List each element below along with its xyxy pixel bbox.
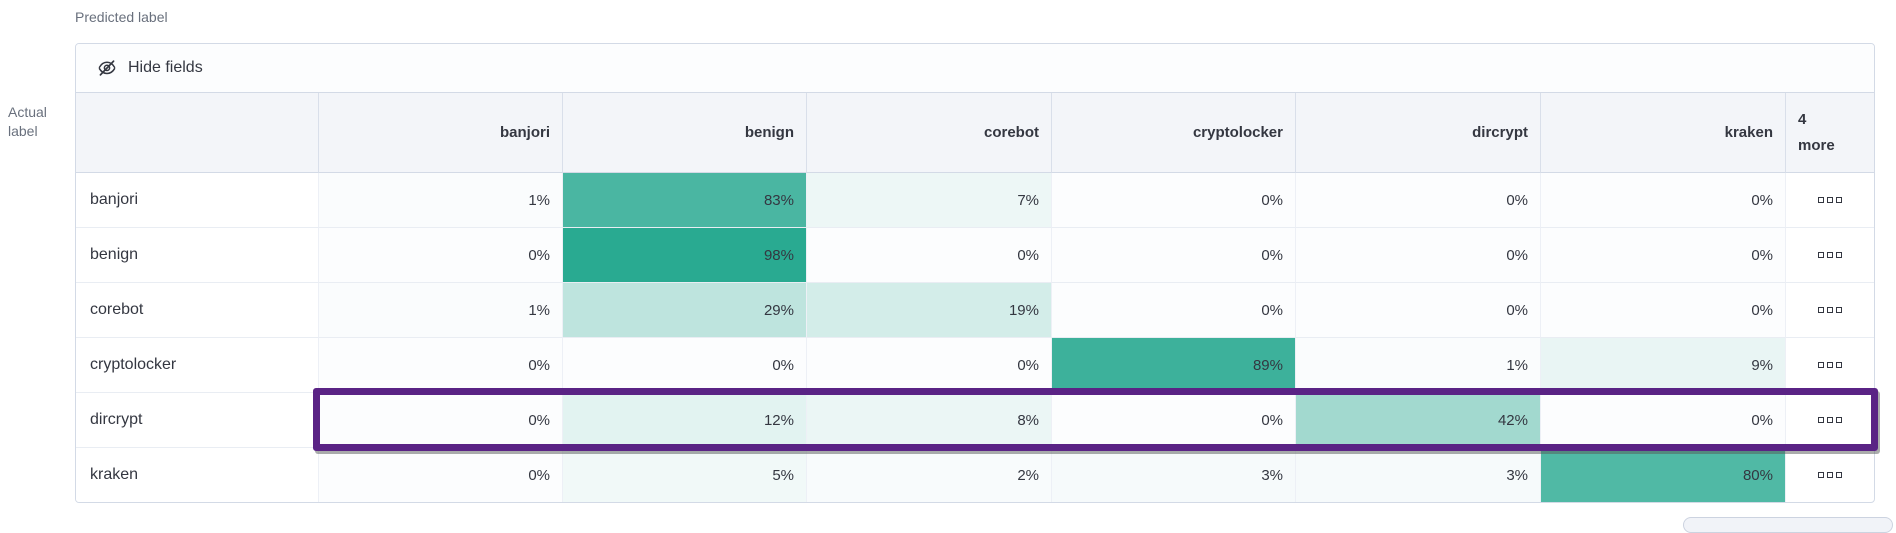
boxes-horizontal-icon — [1818, 197, 1824, 203]
actual-axis-label-line1: Actual — [8, 104, 47, 120]
matrix-cell-benign-dircrypt: 0% — [1296, 228, 1541, 283]
boxes-horizontal-icon — [1836, 417, 1842, 423]
matrix-cell-benign-corebot: 0% — [807, 228, 1052, 283]
row-label-banjori: banjori — [76, 173, 319, 228]
matrix-cell-cryptolocker-benign: 0% — [563, 338, 807, 393]
boxes-horizontal-icon — [1836, 472, 1842, 478]
matrix-cell-cryptolocker-banjori: 0% — [319, 338, 563, 393]
eye-closed-icon — [96, 57, 118, 79]
matrix-cell-cryptolocker-dircrypt: 1% — [1296, 338, 1541, 393]
boxes-horizontal-icon — [1818, 472, 1824, 478]
matrix-cell-banjori-banjori: 1% — [319, 173, 563, 228]
matrix-cell-corebot-cryptolocker: 0% — [1052, 283, 1296, 338]
boxes-horizontal-icon — [1836, 362, 1842, 368]
matrix-cell-cryptolocker-cryptolocker: 89% — [1052, 338, 1296, 393]
matrix-cell-corebot-benign: 29% — [563, 283, 807, 338]
matrix-cell-corebot-dircrypt: 0% — [1296, 283, 1541, 338]
boxes-horizontal-icon — [1827, 252, 1833, 258]
matrix-cell-banjori-cryptolocker: 0% — [1052, 173, 1296, 228]
row-more-columns-button[interactable] — [1786, 393, 1874, 448]
column-header-benign[interactable]: benign — [563, 93, 807, 173]
horizontal-scrollbar[interactable] — [1683, 517, 1893, 533]
matrix-cell-cryptolocker-kraken: 9% — [1541, 338, 1786, 393]
boxes-horizontal-icon — [1818, 252, 1824, 258]
row-more-columns-button[interactable] — [1786, 338, 1874, 393]
row-more-columns-button[interactable] — [1786, 228, 1874, 283]
matrix-cell-banjori-corebot: 7% — [807, 173, 1052, 228]
matrix-cell-corebot-kraken: 0% — [1541, 283, 1786, 338]
matrix-cell-corebot-banjori: 1% — [319, 283, 563, 338]
matrix-cell-dircrypt-banjori: 0% — [319, 393, 563, 448]
matrix-cell-dircrypt-cryptolocker: 0% — [1052, 393, 1296, 448]
matrix-cell-benign-kraken: 0% — [1541, 228, 1786, 283]
matrix-cell-benign-banjori: 0% — [319, 228, 563, 283]
matrix-cell-kraken-corebot: 2% — [807, 448, 1052, 502]
matrix-cell-kraken-kraken: 80% — [1541, 448, 1786, 502]
column-header-dircrypt[interactable]: dircrypt — [1296, 93, 1541, 173]
matrix-cell-dircrypt-kraken: 0% — [1541, 393, 1786, 448]
hide-fields-label: Hide fields — [128, 59, 203, 76]
row-label-cryptolocker: cryptolocker — [76, 338, 319, 393]
column-header-kraken[interactable]: kraken — [1541, 93, 1786, 173]
matrix-cell-banjori-dircrypt: 0% — [1296, 173, 1541, 228]
matrix-cell-cryptolocker-corebot: 0% — [807, 338, 1052, 393]
actual-axis-label-line2: label — [8, 123, 38, 139]
boxes-horizontal-icon — [1818, 362, 1824, 368]
boxes-horizontal-icon — [1827, 197, 1833, 203]
matrix-cell-banjori-kraken: 0% — [1541, 173, 1786, 228]
column-header-corebot[interactable]: corebot — [807, 93, 1052, 173]
corner-header-cell — [76, 93, 319, 173]
boxes-horizontal-icon — [1836, 307, 1842, 313]
boxes-horizontal-icon — [1836, 197, 1842, 203]
matrix-cell-benign-benign: 98% — [563, 228, 807, 283]
boxes-horizontal-icon — [1827, 307, 1833, 313]
predicted-axis-label: Predicted label — [75, 9, 168, 25]
matrix-cell-corebot-corebot: 19% — [807, 283, 1052, 338]
boxes-horizontal-icon — [1818, 417, 1824, 423]
hide-fields-button[interactable]: Hide fields — [90, 53, 209, 83]
more-columns-header[interactable]: 4 more — [1786, 93, 1874, 173]
boxes-horizontal-icon — [1827, 362, 1833, 368]
matrix-cell-dircrypt-benign: 12% — [563, 393, 807, 448]
actual-axis-label: Actual label — [8, 103, 47, 141]
boxes-horizontal-icon — [1836, 252, 1842, 258]
matrix-cell-dircrypt-corebot: 8% — [807, 393, 1052, 448]
matrix-cell-kraken-banjori: 0% — [319, 448, 563, 502]
matrix-cell-banjori-benign: 83% — [563, 173, 807, 228]
row-label-benign: benign — [76, 228, 319, 283]
boxes-horizontal-icon — [1827, 472, 1833, 478]
column-header-banjori[interactable]: banjori — [319, 93, 563, 173]
row-more-columns-button[interactable] — [1786, 173, 1874, 228]
confusion-matrix-panel: Hide fields banjori benign corebot cryptolo… — [75, 43, 1875, 503]
boxes-horizontal-icon — [1827, 417, 1833, 423]
row-label-dircrypt: dircrypt — [76, 393, 319, 448]
matrix-cell-dircrypt-dircrypt: 42% — [1296, 393, 1541, 448]
row-label-kraken: kraken — [76, 448, 319, 502]
row-more-columns-button[interactable] — [1786, 283, 1874, 338]
boxes-horizontal-icon — [1818, 307, 1824, 313]
matrix-cell-benign-cryptolocker: 0% — [1052, 228, 1296, 283]
column-header-cryptolocker[interactable]: cryptolocker — [1052, 93, 1296, 173]
grid-toolbar: Hide fields — [76, 44, 1874, 93]
row-more-columns-button[interactable] — [1786, 448, 1874, 502]
confusion-matrix-grid: banjori benign corebot cryptolocker dircrypt… — [76, 93, 1874, 502]
matrix-cell-kraken-dircrypt: 3% — [1296, 448, 1541, 502]
matrix-cell-kraken-cryptolocker: 3% — [1052, 448, 1296, 502]
row-label-corebot: corebot — [76, 283, 319, 338]
matrix-cell-kraken-benign: 5% — [563, 448, 807, 502]
